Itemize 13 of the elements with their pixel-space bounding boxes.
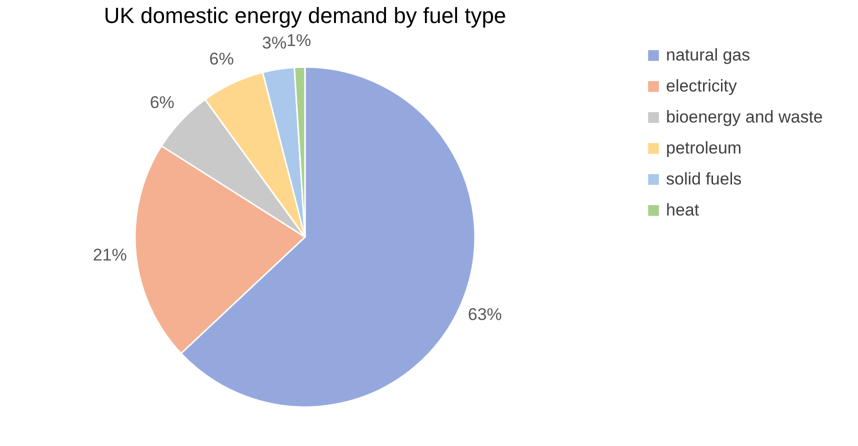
legend-label: electricity <box>666 76 738 96</box>
data-label: 3% <box>262 33 287 52</box>
data-label: 6% <box>209 50 234 69</box>
legend-label: natural gas <box>666 46 750 64</box>
data-label: 21% <box>92 245 127 264</box>
legend-label: heat <box>666 200 700 220</box>
data-label: 63% <box>468 304 502 324</box>
legend-label: bioenergy and waste <box>666 108 823 126</box>
data-label: 1% <box>286 31 312 50</box>
legend-label: petroleum <box>666 138 742 158</box>
chart-title: UK domestic energy demand by fuel type <box>104 3 506 28</box>
data-label: 6% <box>150 92 174 112</box>
legend-label: solid fuels <box>666 170 742 188</box>
